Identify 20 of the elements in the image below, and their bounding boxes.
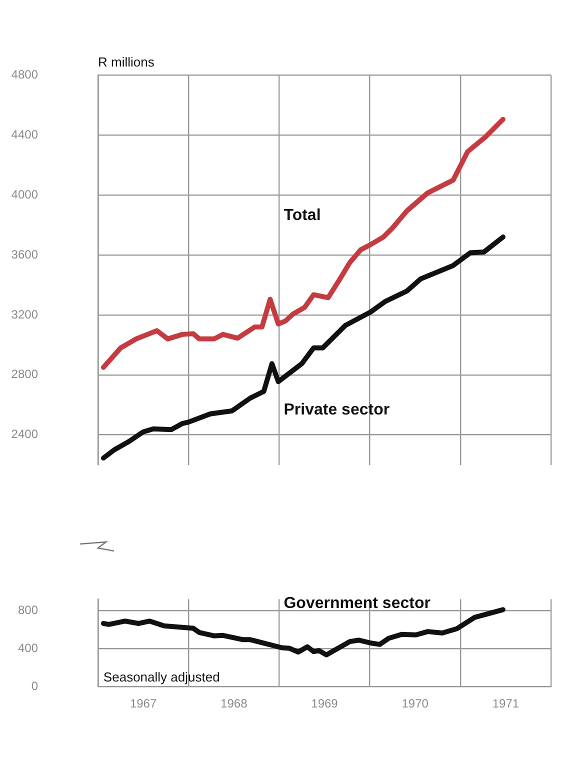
series-label: Private sector <box>284 402 390 419</box>
text: Total <box>284 206 321 224</box>
y-tick-label: 4800 <box>11 68 38 82</box>
y-tick-label: 2800 <box>11 367 38 382</box>
x-tick-label: 1970 <box>402 696 429 710</box>
y-tick-label: 800 <box>18 602 38 617</box>
x-tick-label: 1971 <box>492 696 520 710</box>
y-tick-label: 0 <box>31 679 38 694</box>
y-tick-label: 4400 <box>11 127 38 142</box>
annotation: Seasonally adjusted <box>103 670 220 685</box>
y-tick-label: 3600 <box>11 247 38 262</box>
x-tick-label: 1969 <box>311 696 338 710</box>
y-tick-label: 4000 <box>11 187 38 202</box>
x-tick-label: 1967 <box>130 696 157 710</box>
y-tick-label: 2400 <box>11 427 38 442</box>
y-axis-title: R millions <box>98 54 155 70</box>
y-tick-label: 400 <box>18 641 38 656</box>
series-label: Government sector <box>284 594 430 612</box>
y-tick-label: 3200 <box>11 307 38 322</box>
x-tick-label: 1968 <box>220 696 248 710</box>
